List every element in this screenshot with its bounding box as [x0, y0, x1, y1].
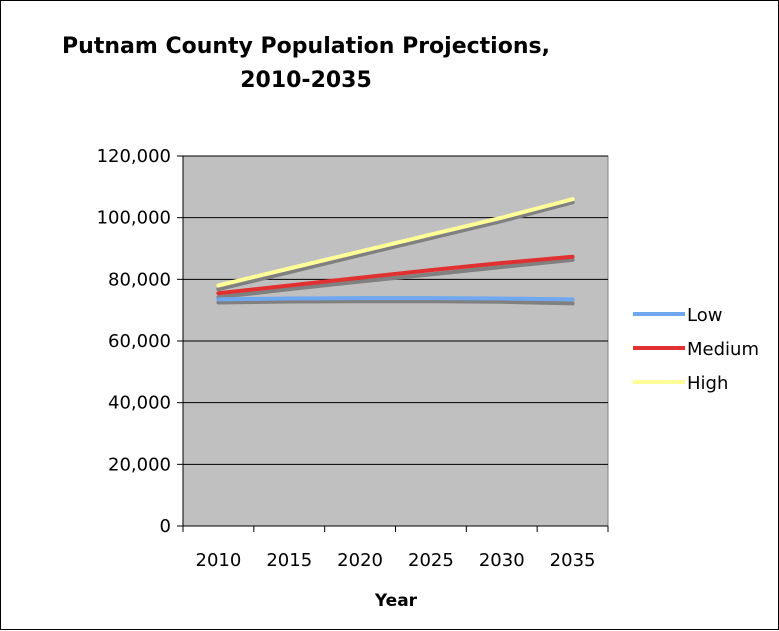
y-tick-label: 40,000: [108, 393, 171, 414]
x-tick-label: 2015: [266, 550, 312, 571]
chart-title: Putnam County Population Projections,: [62, 34, 550, 59]
y-tick-label: 0: [160, 516, 171, 537]
trendlines: [216, 200, 575, 306]
trendline: [216, 257, 575, 300]
legend-label-low: Low: [687, 305, 722, 326]
axes: 0 20,000 40,000 60,000 80,000 100,000 120,000 2…: [97, 146, 609, 571]
x-axis-label: Year: [374, 591, 418, 611]
y-tick-label: 60,000: [108, 331, 171, 352]
series-line-medium: [216, 254, 575, 296]
series-line-low: [216, 296, 575, 302]
x-tick-label: 2020: [337, 550, 383, 571]
series-lines: [216, 197, 575, 302]
series-line-high: [216, 197, 575, 288]
legend: Low Medium High: [633, 305, 759, 394]
x-tick-label: 2010: [196, 550, 242, 571]
y-tick-label: 20,000: [108, 454, 171, 475]
y-tick-label: 100,000: [97, 208, 171, 229]
plot-area: [182, 155, 609, 527]
chart-title-line2: 2010-2035: [240, 68, 372, 93]
x-tick-label: 2030: [479, 550, 525, 571]
trendline: [216, 200, 575, 292]
trendline: [216, 299, 575, 306]
x-tick-label: 2025: [408, 550, 454, 571]
x-tick-label: 2035: [550, 550, 596, 571]
legend-label-medium: Medium: [687, 339, 759, 360]
legend-label-high: High: [687, 373, 728, 394]
y-tick-label: 120,000: [97, 146, 171, 167]
y-tick-label: 80,000: [108, 269, 171, 290]
